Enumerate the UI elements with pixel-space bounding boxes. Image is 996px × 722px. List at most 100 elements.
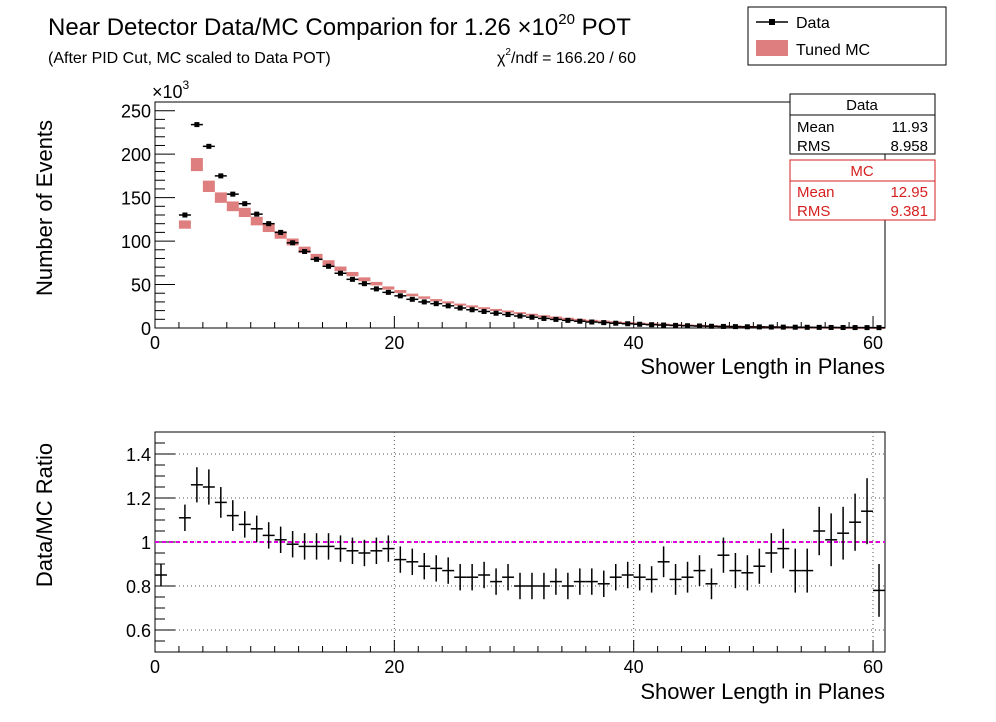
mc-band-bin (334, 266, 347, 272)
mc-band-bin (262, 224, 275, 233)
data-point (828, 324, 834, 330)
data-point (373, 286, 379, 292)
data-point (589, 319, 595, 325)
data-point (768, 324, 774, 330)
data-point (780, 324, 786, 330)
data-point (816, 324, 822, 330)
data-stats-rms-value: 8.958 (890, 138, 928, 155)
mc-band-bin (394, 290, 407, 293)
data-point (206, 143, 212, 149)
data-point (792, 324, 798, 330)
top-y-tick-label: 0 (141, 319, 151, 339)
data-point (385, 289, 391, 295)
top-x-tick-label: 40 (624, 333, 644, 353)
mc-stats-rms-label: RMS (797, 203, 830, 220)
top-y-tick-label: 250 (121, 102, 151, 122)
top-plot: 0 20 40 60 0 50 100 150 200 250 (121, 102, 885, 353)
data-point (361, 281, 367, 287)
mc-band-bin (382, 286, 395, 290)
data-point (421, 299, 427, 305)
data-point (182, 212, 188, 218)
data-point (337, 270, 343, 276)
data-point (625, 321, 631, 327)
mc-stats-mean-label: Mean (797, 184, 835, 201)
data-point (732, 324, 738, 330)
data-point (720, 323, 726, 329)
data-point (601, 320, 607, 326)
bottom-x-tick-label: 20 (384, 657, 404, 677)
mc-stats-frame (789, 159, 936, 221)
data-point (637, 321, 643, 327)
legend: Data Tuned MC (747, 6, 947, 66)
data-point (433, 301, 439, 307)
data-stats-mean-value: 11.93 (892, 119, 928, 136)
bottom-y-tick-label: 1.2 (126, 489, 151, 509)
data-point (397, 293, 403, 299)
data-stats-box: Data Mean 11.93 RMS 8.958 (789, 93, 936, 155)
bottom-y-tick-label: 1.4 (126, 445, 151, 465)
data-point (326, 263, 332, 269)
data-point (290, 240, 296, 246)
chi2-label: χ2/ndf = 166.20 / 60 (497, 47, 636, 67)
top-y-tick-label: 50 (131, 276, 151, 296)
mc-band-bin (178, 220, 191, 229)
mc-band-bin (274, 231, 287, 239)
mc-band-bin (322, 260, 335, 266)
bottom-x-tick-label: 40 (624, 657, 644, 677)
data-point (266, 221, 272, 227)
mc-band-bin (190, 158, 203, 172)
data-point (565, 317, 571, 323)
mc-band-bin (202, 180, 215, 192)
bottom-y-tick-label: 1 (141, 533, 151, 553)
mc-band-bin (442, 301, 455, 304)
data-point (481, 308, 487, 314)
data-point (278, 229, 284, 235)
top-x-tick-label: 0 (150, 333, 160, 353)
mc-band-bin (478, 307, 491, 310)
data-point (409, 296, 415, 302)
data-point (493, 310, 499, 316)
data-point (445, 303, 451, 309)
data-point (852, 325, 858, 331)
data-stats-frame (789, 93, 936, 155)
mc-stats-rms-value: 9.381 (890, 203, 928, 220)
data-point (254, 211, 260, 217)
top-x-axis-title: Shower Length in Planes (640, 354, 885, 379)
mc-band-bin (214, 192, 227, 203)
mc-band-bin (346, 271, 359, 277)
data-point (541, 315, 547, 321)
bottom-x-axis-title: Shower Length in Planes (640, 679, 885, 704)
data-point (697, 323, 703, 329)
top-y-tick-label: 150 (121, 189, 151, 209)
data-point (457, 305, 463, 311)
mc-band-bin (454, 303, 467, 306)
mc-band-bin (250, 216, 263, 226)
legend-data-label: Data (796, 15, 830, 32)
figure-title: Near Detector Data/MC Comparion for 1.26… (48, 11, 631, 41)
data-point (661, 322, 667, 328)
data-stats-rms-label: RMS (797, 138, 830, 155)
data-point (756, 324, 762, 330)
bottom-x-tick-label: 60 (863, 657, 883, 677)
mc-band-bin (238, 207, 251, 218)
data-point (744, 324, 750, 330)
legend-data-marker (769, 19, 775, 25)
data-point (469, 307, 475, 313)
mc-stats-mean-value: 12.95 (890, 184, 928, 201)
data-point (349, 276, 355, 282)
data-stats-title: Data (846, 97, 878, 114)
data-point (613, 320, 619, 326)
data-point (864, 325, 870, 331)
top-y-axis-title: Number of Events (32, 120, 57, 296)
data-point (230, 191, 236, 197)
data-point (529, 314, 535, 320)
mc-band-bin (226, 201, 239, 212)
mc-band-bin (430, 299, 443, 302)
data-point (673, 322, 679, 328)
data-point (840, 325, 846, 331)
top-x-tick-label: 60 (863, 333, 883, 353)
data-point (685, 323, 691, 329)
mc-band-bin (466, 305, 479, 308)
mc-stats-box: MC Mean 12.95 RMS 9.381 (789, 159, 936, 221)
